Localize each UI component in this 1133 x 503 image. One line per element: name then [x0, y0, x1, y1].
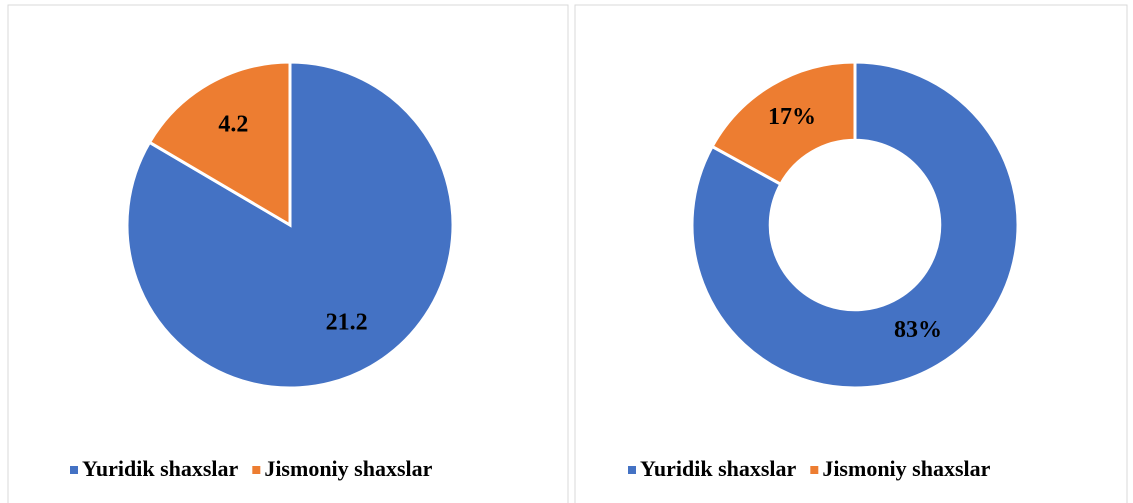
- legend-swatch: [70, 466, 78, 474]
- panel: [7, 4, 569, 503]
- legend-label: Jismoniy shaxslar: [822, 456, 990, 481]
- legend-label: Yuridik shaxslar: [640, 456, 797, 481]
- slice: [710, 60, 857, 187]
- legend-label: Yuridik shaxslar: [82, 456, 239, 481]
- legend-swatch: [810, 466, 819, 474]
- data-label: 17%: [768, 104, 816, 130]
- slice: [147, 60, 292, 228]
- slice: [125, 60, 455, 390]
- panel: [574, 4, 1128, 503]
- legend-swatch: [628, 466, 636, 474]
- legend-label: Jismoniy shaxslar: [264, 456, 432, 481]
- data-label: 4.2: [218, 111, 248, 137]
- data-label: 21.2: [326, 310, 368, 336]
- data-label: 83%: [894, 317, 942, 343]
- legend-swatch: [252, 466, 261, 474]
- slice: [690, 60, 1020, 390]
